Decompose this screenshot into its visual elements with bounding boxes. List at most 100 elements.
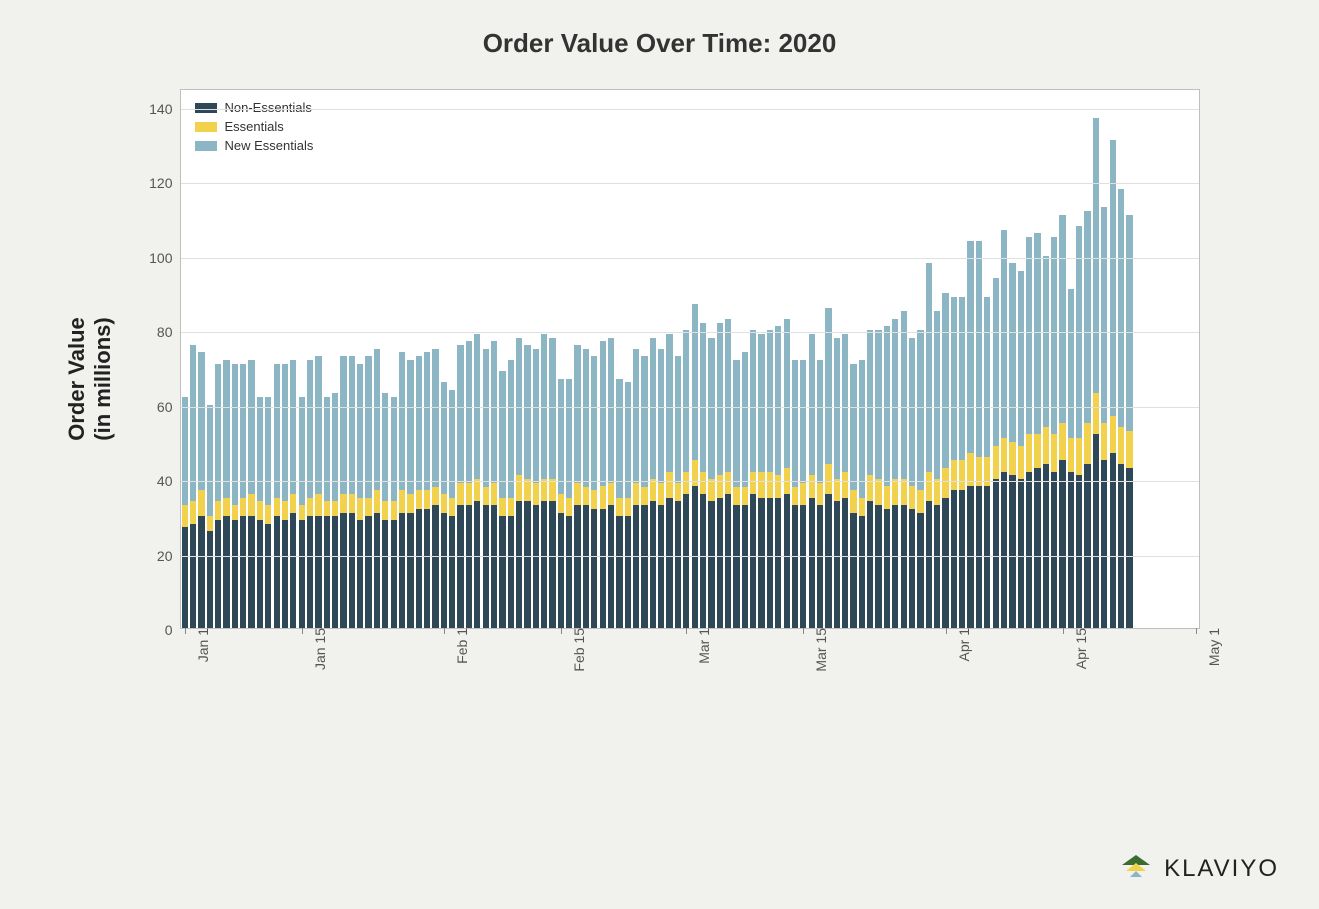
bar-segment-non_essentials (282, 520, 288, 628)
bar-column (717, 323, 723, 628)
bar-segment-essentials (1093, 393, 1099, 434)
bar-segment-non_essentials (901, 505, 907, 628)
bar-segment-new_essentials (942, 293, 948, 468)
bar-segment-new_essentials (307, 360, 313, 498)
bar-segment-non_essentials (457, 505, 463, 628)
bar-segment-non_essentials (583, 505, 589, 628)
bar-segment-new_essentials (591, 356, 597, 490)
bar-segment-non_essentials (508, 516, 514, 628)
bar-column (608, 338, 614, 628)
bar-segment-non_essentials (265, 524, 271, 628)
bar-segment-non_essentials (692, 486, 698, 628)
bar-segment-new_essentials (675, 356, 681, 483)
bar-segment-essentials (315, 494, 321, 516)
bar-segment-non_essentials (483, 505, 489, 628)
bar-column (207, 405, 213, 628)
bar-segment-essentials (850, 490, 856, 512)
bar-column (1001, 230, 1007, 628)
x-tick-label: Jan 15 (302, 628, 328, 670)
bar-segment-non_essentials (290, 513, 296, 628)
bar-segment-non_essentials (967, 486, 973, 628)
bar-column (457, 345, 463, 628)
grid-line (181, 481, 1199, 482)
bar-segment-non_essentials (859, 516, 865, 628)
bar-segment-new_essentials (198, 352, 204, 490)
bar-segment-non_essentials (892, 505, 898, 628)
bar-segment-new_essentials (959, 297, 965, 461)
bar-column (357, 364, 363, 628)
bar-segment-non_essentials (700, 494, 706, 628)
bar-segment-essentials (834, 479, 840, 501)
bar-segment-non_essentials (441, 513, 447, 628)
bar-column (274, 364, 280, 628)
bar-segment-non_essentials (1110, 453, 1116, 628)
bar-segment-non_essentials (867, 501, 873, 628)
bar-column (290, 360, 296, 628)
bar-segment-non_essentials (717, 498, 723, 628)
bar-segment-non_essentials (340, 513, 346, 628)
bar-column (583, 349, 589, 628)
bar-segment-new_essentials (207, 405, 213, 517)
bar-column (232, 364, 238, 628)
bar-column (675, 356, 681, 628)
bar-segment-new_essentials (683, 330, 689, 472)
bar-column (591, 356, 597, 628)
bar-segment-essentials (733, 487, 739, 506)
bar-column (1059, 215, 1065, 628)
brand-logo: KLAVIYO (1118, 853, 1279, 885)
bar-column (775, 326, 781, 628)
bar-segment-non_essentials (834, 501, 840, 628)
bar-segment-new_essentials (499, 371, 505, 498)
bar-segment-non_essentials (625, 516, 631, 628)
bar-segment-non_essentials (257, 520, 263, 628)
bar-segment-new_essentials (1093, 118, 1099, 394)
bar-column (1076, 226, 1082, 628)
bar-column (466, 341, 472, 628)
bar-segment-essentials (867, 475, 873, 501)
bar-segment-essentials (198, 490, 204, 516)
bar-segment-new_essentials (633, 349, 639, 483)
bar-column (951, 297, 957, 628)
bar-segment-essentials (424, 490, 430, 509)
bar-segment-essentials (541, 479, 547, 501)
bar-segment-essentials (1059, 423, 1065, 460)
bar-segment-non_essentials (315, 516, 321, 628)
bar-segment-new_essentials (483, 349, 489, 487)
bar-segment-essentials (817, 483, 823, 505)
bar-segment-essentials (591, 490, 597, 509)
bar-segment-non_essentials (959, 490, 965, 628)
bar-segment-essentials (257, 501, 263, 520)
bar-column (901, 311, 907, 628)
bar-segment-new_essentials (265, 397, 271, 505)
bar-segment-new_essentials (817, 360, 823, 483)
bar-segment-non_essentials (533, 505, 539, 628)
bar-segment-essentials (641, 487, 647, 506)
bar-column (340, 356, 346, 628)
bar-segment-new_essentials (583, 349, 589, 487)
bar-segment-essentials (1076, 438, 1082, 475)
bar-column (658, 349, 664, 628)
bar-segment-non_essentials (1009, 475, 1015, 628)
bar-segment-new_essentials (742, 352, 748, 486)
bar-segment-essentials (449, 498, 455, 517)
bar-segment-essentials (499, 498, 505, 517)
bar-segment-new_essentials (416, 356, 422, 490)
bar-segment-new_essentials (223, 360, 229, 498)
bar-segment-essentials (750, 472, 756, 494)
bar-segment-new_essentials (792, 360, 798, 487)
bar-column (616, 379, 622, 629)
bar-segment-non_essentials (299, 520, 305, 628)
bar-segment-new_essentials (809, 334, 815, 476)
bar-segment-non_essentials (541, 501, 547, 628)
bar-segment-new_essentials (1068, 289, 1074, 438)
bar-segment-essentials (625, 498, 631, 517)
bar-segment-essentials (391, 501, 397, 520)
bar-segment-essentials (1001, 438, 1007, 472)
bar-segment-new_essentials (800, 360, 806, 483)
bar-segment-essentials (508, 498, 514, 517)
bar-segment-essentials (1009, 442, 1015, 476)
bar-segment-essentials (416, 490, 422, 509)
bar-segment-non_essentials (884, 509, 890, 628)
bar-segment-essentials (457, 483, 463, 505)
bar-segment-essentials (382, 501, 388, 520)
